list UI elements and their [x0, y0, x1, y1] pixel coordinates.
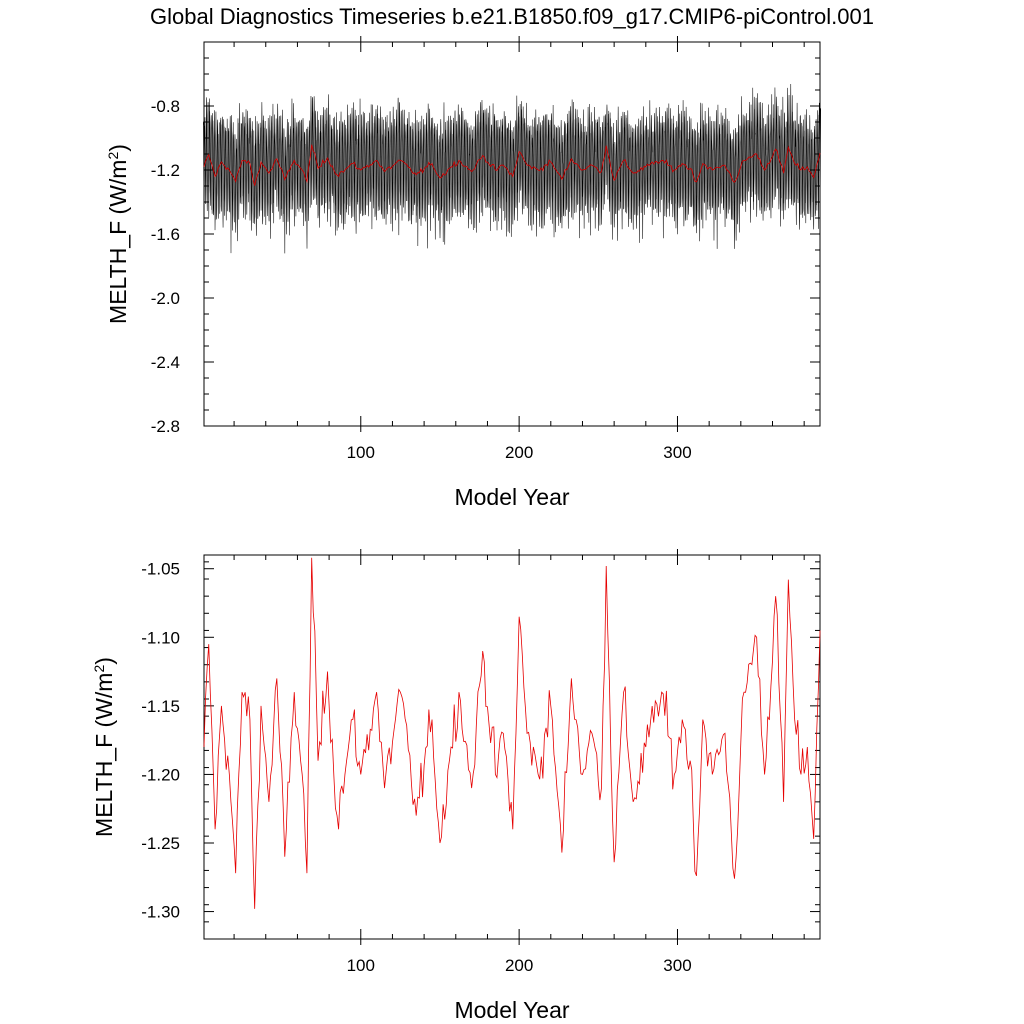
figure-title: Global Diagnostics Timeseries b.e21.B185… [150, 4, 874, 29]
top-y-tick-label: -1.6 [151, 225, 180, 244]
bottom-y-axis-title-sup: 2 [91, 665, 107, 673]
bottom-y-tick-label: -1.05 [141, 560, 180, 579]
monthly-series-line [202, 84, 822, 254]
top-x-tick-label: 200 [505, 443, 533, 462]
top-y-tick-label: -2.4 [151, 353, 180, 372]
top-y-axis-title-tail: ) [105, 144, 131, 152]
bottom-panel: 100 200 300-1.30-1.25-1.20-1.15-1.10-1.05 … [91, 549, 821, 1023]
top-annual-series [203, 144, 821, 186]
annual-series-line [203, 144, 821, 186]
bottom-y-axis-title: MELTH_F (W/m2) [91, 657, 117, 837]
bottom-y-axis-title-tail: ) [91, 657, 117, 665]
bottom-x-tick-label: 300 [663, 956, 691, 975]
top-x-tick-label: 100 [347, 443, 375, 462]
top-y-axis-title-main: MELTH_F (W/m [105, 160, 131, 324]
bottom-annual-series [203, 557, 821, 909]
bottom-y-tick-label: -1.25 [141, 834, 180, 853]
top-y-axis-title-sup: 2 [105, 152, 121, 160]
top-tick-labels: 100 200 300 -2.8 -2.4 -2.0 -1.6 -1.2 -0.8 [151, 97, 692, 462]
bottom-tick-labels: 100 200 300 -1.30 -1.25 -1.20 -1.15 -1.10 -1.05 [141, 560, 691, 975]
bottom-y-tick-label: -1.10 [141, 628, 180, 647]
bottom-y-tick-label: -1.15 [141, 697, 180, 716]
bottom-x-tick-label: 100 [347, 956, 375, 975]
top-y-tick-label: -0.8 [151, 97, 180, 116]
bottom-y-tick-label: -1.30 [141, 903, 180, 922]
top-y-tick-label: -2.0 [151, 289, 180, 308]
top-y-axis-title: MELTH_F (W/m2) [105, 144, 131, 324]
bottom-ticks [204, 549, 820, 945]
top-x-tick-label: 300 [663, 443, 691, 462]
bottom-y-tick-label: -1.20 [141, 765, 180, 784]
bottom-x-axis-title: Model Year [454, 997, 569, 1023]
bottom-plot-frame [203, 554, 821, 940]
top-ticks [204, 36, 820, 432]
bottom-y-axis-title-main: MELTH_F (W/m [91, 673, 117, 837]
top-monthly-series [202, 84, 822, 254]
top-x-axis-title: Model Year [454, 484, 569, 510]
top-panel: 100 200 300 -2.8 -2.4 -2.0 -1.6 -1.2 -0.8 Model … [105, 36, 822, 510]
bottom-x-tick-label: 200 [505, 956, 533, 975]
annual-series-line [203, 557, 821, 909]
top-y-tick-label: -1.2 [151, 161, 180, 180]
top-y-tick-label: -2.8 [151, 417, 180, 436]
top-plot-frame [203, 41, 821, 427]
